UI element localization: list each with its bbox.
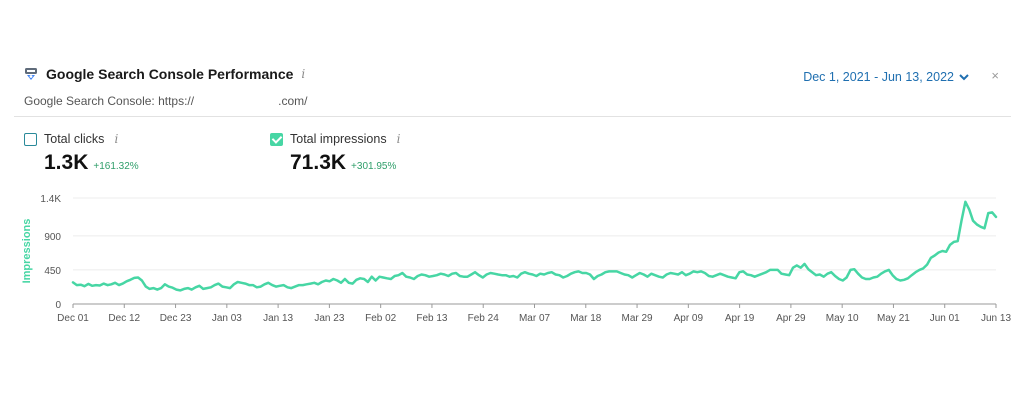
total-clicks-value: 1.3K: [44, 151, 89, 174]
x-tick-label: May 10: [826, 313, 859, 324]
total-clicks-info-icon[interactable]: i: [114, 132, 119, 146]
x-tick-label: Mar 29: [621, 313, 653, 324]
total-impressions-label: Total impressions: [290, 132, 387, 146]
x-tick-label: Dec 01: [57, 313, 89, 324]
total-clicks-checkbox[interactable]: [24, 132, 37, 146]
y-tick-label: 450: [44, 266, 61, 277]
date-range-picker[interactable]: Dec 1, 2021 - Jun 13, 2022: [803, 70, 969, 84]
x-tick-label: Dec 23: [160, 313, 192, 324]
y-tick-label: 900: [44, 232, 61, 243]
date-range-label: Dec 1, 2021 - Jun 13, 2022: [803, 70, 954, 84]
y-axis-label: Impressions: [21, 219, 33, 284]
gsc-logo-icon: [25, 68, 37, 80]
total-impressions-info-icon[interactable]: i: [396, 132, 401, 146]
title-info-icon[interactable]: i: [301, 67, 306, 81]
x-tick-label: Mar 18: [570, 313, 602, 324]
total-impressions-checkbox[interactable]: [270, 132, 283, 146]
impressions-line-chart: Impressions 0 450 900 1.4K Dec 01 Dec 12 Dec 23…: [21, 194, 1011, 324]
subtitle-prefix: Google Search Console: https://: [24, 94, 195, 108]
total-clicks-label: Total clicks: [44, 132, 105, 146]
x-tick-label: Jan 13: [263, 313, 293, 324]
chevron-down-icon: [959, 73, 969, 80]
x-tick-label: Jan 03: [212, 313, 242, 324]
property-subtitle: Google Search Console: https:// .com/: [24, 94, 307, 108]
x-tick-label: Feb 13: [416, 313, 448, 324]
total-impressions-change: +301.95%: [351, 161, 397, 172]
total-impressions-value: 71.3K: [290, 151, 347, 174]
x-tick-label: May 21: [877, 313, 910, 324]
impressions-series-line: [71, 200, 998, 292]
x-tick-label: Apr 19: [725, 313, 755, 324]
subtitle-suffix: .com/: [278, 94, 308, 108]
x-tick-label: Apr 29: [776, 313, 806, 324]
x-tick-label: Jan 23: [314, 313, 344, 324]
y-tick-label: 0: [55, 300, 61, 311]
total-clicks-change: +161.32%: [93, 161, 139, 172]
performance-widget: Google Search Console Performance i Goog…: [14, 56, 1011, 346]
widget-header: Google Search Console Performance i: [24, 66, 305, 82]
x-tick-label: Apr 09: [674, 313, 704, 324]
x-tick-label: Jun 13: [981, 313, 1011, 324]
x-tick-label: Dec 12: [108, 313, 140, 324]
metric-total-clicks: Total clicks i 1.3K +161.32%: [24, 132, 139, 175]
x-tick-label: Mar 07: [519, 313, 551, 324]
x-tick-label: Feb 02: [365, 313, 397, 324]
x-tick-label: Feb 24: [468, 313, 500, 324]
header-divider: [14, 116, 1011, 117]
x-tick-label: Jun 01: [930, 313, 960, 324]
widget-title: Google Search Console Performance: [46, 66, 294, 82]
close-icon[interactable]: ×: [991, 68, 999, 83]
metric-total-impressions: Total impressions i 71.3K +301.95%: [270, 132, 400, 175]
y-tick-label: 1.4K: [40, 194, 61, 205]
